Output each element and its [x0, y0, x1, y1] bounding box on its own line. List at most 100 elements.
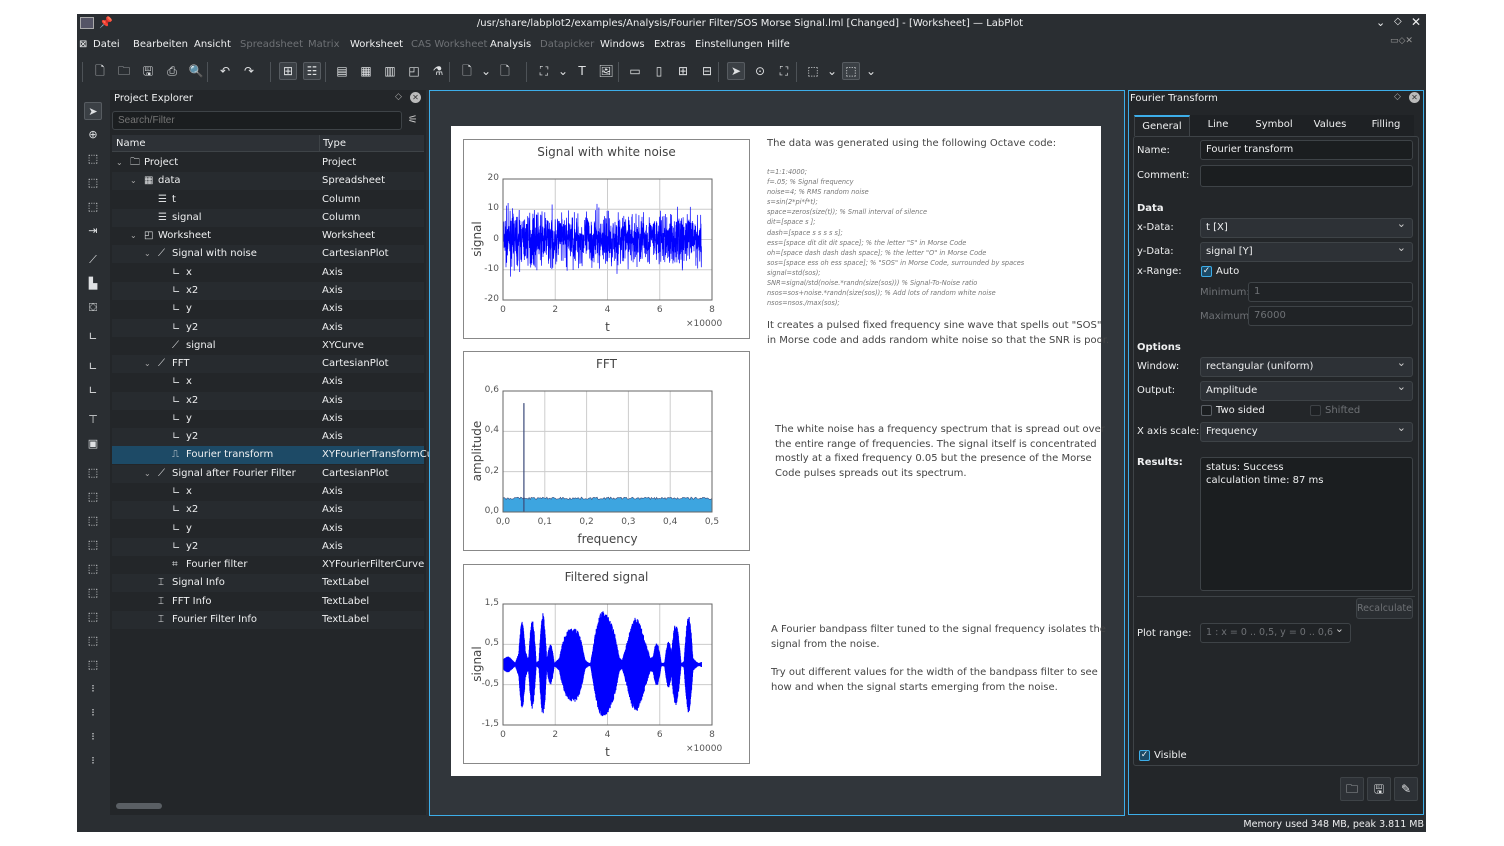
worksheet-tool-icon[interactable]: ⟋	[89, 253, 97, 266]
worksheet-tool-icon[interactable]: ⬚	[87, 610, 99, 623]
close-icon[interactable]: ✕	[1411, 15, 1422, 29]
worksheet-tool-icon[interactable]: ⊤	[88, 413, 98, 426]
vertical-layout-icon[interactable]: ▭	[629, 64, 641, 78]
worksheet-tool-icon[interactable]: ∟	[88, 384, 98, 397]
text-label-icon[interactable]: T	[578, 64, 586, 78]
worksheet-tool-icon[interactable]: ⁝	[91, 706, 95, 719]
tree-row[interactable]: ∟ y2 Axis	[112, 537, 424, 556]
export-icon[interactable]: 🗋	[462, 64, 472, 78]
image-icon[interactable]: 🖼	[598, 64, 614, 78]
tree-row[interactable]: ⌄ ⟋ Signal after Fourier Filter CartesianPl…	[112, 464, 424, 483]
new-project-icon[interactable]: 🗋	[95, 64, 105, 78]
menu-analysis[interactable]: Analysis	[490, 39, 532, 50]
save-icon[interactable]: 🖫	[142, 64, 154, 78]
save-template-button[interactable]: 🖫	[1367, 777, 1391, 801]
dropdown-icon[interactable]: ⌄	[865, 64, 877, 78]
menu-ansicht[interactable]: Ansicht	[194, 39, 231, 50]
menu-worksheet[interactable]: Worksheet	[350, 39, 404, 50]
tree-row[interactable]: ⌶ FFT Info TextLabel	[112, 593, 424, 611]
layout-icon[interactable]: ⊞	[279, 62, 297, 80]
float-dock-icon[interactable]: ◇	[395, 92, 402, 102]
worksheet-tool-icon[interactable]: ▙	[88, 277, 98, 290]
tree-row[interactable]: ∟ x2 Axis	[112, 281, 424, 300]
menu-datei[interactable]: Datei	[93, 39, 120, 50]
minimum-field[interactable]: 1	[1248, 282, 1413, 302]
worksheet-tool-icon[interactable]: ⬚	[87, 538, 99, 551]
tree-row[interactable]: ⎍ Fourier transform XYFourierTransformCur	[112, 446, 437, 465]
new-worksheet-icon[interactable]: ◰	[408, 64, 420, 78]
name-field[interactable]: Fourier transform	[1200, 140, 1413, 160]
zoom-mode-icon[interactable]: ⛶	[779, 64, 789, 78]
grid-layout-icon[interactable]: ⊞	[677, 64, 689, 78]
two-sided-checkbox[interactable]	[1201, 405, 1212, 416]
expand-arrow-icon[interactable]: ⌄	[130, 176, 137, 186]
plot-range-combo[interactable]: 1 : x = 0 .. 0,5, y = 0 .. 0,6	[1200, 620, 1351, 643]
tree-row[interactable]: ∟ x Axis	[112, 264, 424, 282]
mdi-window-controls[interactable]: ▭◇✕	[1390, 36, 1413, 46]
tree-row[interactable]: ∟ y2 Axis	[112, 428, 424, 447]
plot-signal-with-white-noise[interactable]: Signal with white noise 0 2 4 6 8 20 10 0 -10 -20 t…	[463, 139, 750, 339]
pan-mode-icon[interactable]: ⊙	[754, 64, 766, 78]
tab-values[interactable]: Values	[1302, 115, 1358, 136]
datapicker-icon[interactable]: ⚗	[432, 64, 444, 78]
zoom-fit-icon[interactable]: ⛶	[539, 64, 549, 78]
worksheet-tool-icon[interactable]: ⬚	[87, 562, 99, 575]
new-plot-icon[interactable]: ▤	[336, 64, 348, 78]
dropdown-icon[interactable]: ⌄	[826, 64, 838, 78]
menu-extras[interactable]: Extras	[654, 39, 686, 50]
worksheet-tool-icon[interactable]: ⬚	[87, 514, 99, 527]
print-icon[interactable]: ⎙	[167, 64, 177, 78]
column-header-type[interactable]: Type	[323, 138, 346, 149]
tree-row[interactable]: ⌶ Fourier Filter Info TextLabel	[112, 611, 424, 629]
select-region-icon[interactable]: ⬚	[807, 64, 819, 78]
close-dock-icon[interactable]: ✕	[1409, 92, 1420, 103]
window-combo[interactable]: rectangular (uniform)	[1200, 354, 1413, 377]
float-dock-icon[interactable]: ◇	[1394, 92, 1401, 102]
menu-matrix[interactable]: Matrix	[308, 39, 340, 50]
filter-options-icon[interactable]: ⚟	[408, 113, 418, 126]
tree-row[interactable]: ∟ x2 Axis	[112, 391, 424, 410]
tree-row[interactable]: ⌄ ▦ data Spreadsheet	[112, 172, 424, 191]
worksheet-tool-icon[interactable]: ⬚	[87, 466, 99, 479]
plot-canvas[interactable]	[464, 565, 751, 765]
worksheet-tool-icon[interactable]: ⬚	[87, 490, 99, 503]
worksheet-tool-icon[interactable]: ⬚	[87, 586, 99, 599]
expand-arrow-icon[interactable]: ⌄	[130, 231, 137, 241]
tree-row[interactable]: ⌄ ◰ Worksheet Worksheet	[112, 227, 424, 245]
tree-row[interactable]: ⌶ Signal Info TextLabel	[112, 574, 424, 593]
tree-row[interactable]: ⌗ Fourier filter XYFourierFilterCurve	[112, 556, 424, 574]
tree-row[interactable]: ⌄ ⟋ FFT CartesianPlot	[112, 355, 424, 374]
open-icon[interactable]: 🗀	[117, 64, 130, 78]
worksheet-tool-icon[interactable]: ⊕	[88, 128, 98, 141]
worksheet-tool-icon[interactable]: ⬚	[87, 152, 99, 165]
close-dock-icon[interactable]: ✕	[410, 92, 421, 103]
tab-general[interactable]: General	[1134, 115, 1190, 136]
export-icon[interactable]: 🗋	[500, 64, 510, 78]
worksheet-tool-icon[interactable]: ▣	[87, 437, 99, 450]
column-header-name[interactable]: Name	[116, 138, 146, 149]
tree-row[interactable]: ☰ t Column	[112, 191, 424, 209]
tree-row[interactable]: ∟ x Axis	[112, 373, 424, 391]
tree-row[interactable]: ∟ y Axis	[112, 410, 424, 428]
worksheet-tool-icon[interactable]: ∟	[88, 360, 98, 373]
layout-icon[interactable]: ☷	[303, 62, 321, 80]
tab-symbol[interactable]: Symbol	[1246, 115, 1302, 136]
expand-arrow-icon[interactable]: ⌄	[116, 158, 123, 167]
shifted-checkbox[interactable]	[1310, 405, 1321, 416]
horizontal-layout-icon[interactable]: ▯	[655, 64, 663, 78]
plot-filtered-signal[interactable]: Filtered signal 0 2 4 6 8 1,5 0,5 -0,5 -1,5 t signa…	[463, 564, 750, 764]
pin-icon[interactable]: 📌	[99, 16, 113, 29]
auto-checkbox[interactable]: ✓	[1201, 266, 1212, 277]
worksheet-tool-icon[interactable]: ⬚	[87, 658, 99, 671]
worksheet-tool-icon[interactable]: ➤	[84, 102, 102, 120]
tab-line[interactable]: Line	[1190, 115, 1246, 136]
worksheet-tool-icon[interactable]: ⁝	[91, 754, 95, 767]
expand-arrow-icon[interactable]: ⌄	[144, 249, 151, 259]
new-matrix-icon[interactable]: ▥	[384, 64, 396, 78]
tree-row[interactable]: ⌄ 🗀 Project Project	[112, 154, 424, 172]
x-data-combo[interactable]: t [X]	[1200, 215, 1413, 238]
worksheet-tool-icon[interactable]: ∟	[88, 330, 98, 343]
menu-einstellungen[interactable]: Einstellungen	[695, 39, 763, 50]
undo-icon[interactable]: ↶	[219, 64, 231, 78]
tree-row[interactable]: ∟ y Axis	[112, 300, 424, 318]
